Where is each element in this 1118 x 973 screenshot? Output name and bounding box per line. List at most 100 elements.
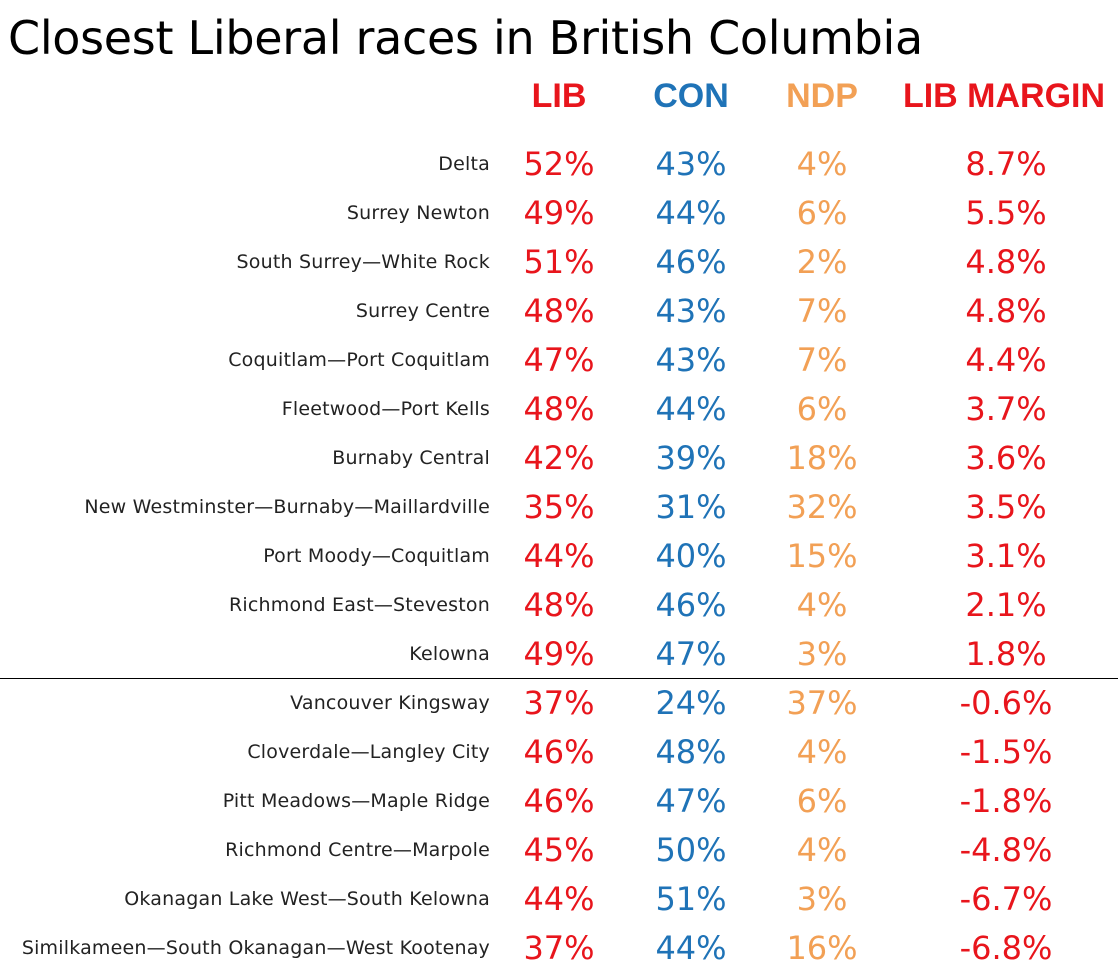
con-share: 47% [655,635,727,673]
con-share: 39% [655,439,727,477]
lib-share: 49% [523,194,595,232]
lib-margin: 1.8% [965,635,1047,673]
lib-margin: 3.1% [965,537,1047,575]
lib-margin: 5.5% [965,194,1047,232]
lib-margin: 4.8% [965,292,1047,330]
table-row: Vancouver Kingsway 37% 24% 37% -0.6% [0,679,1118,728]
table-row: Burnaby Central 42% 39% 18% 3.6% [0,434,1118,483]
con-share: 24% [655,684,727,722]
lib-share: 48% [523,292,595,330]
con-share: 44% [655,194,727,232]
con-share: 48% [655,733,727,771]
riding-name: South Surrey—White Rock [236,251,490,273]
riding-name: Similkameen—South Okanagan—West Kootenay [21,937,490,959]
table-row: Kelowna 49% 47% 3% 1.8% [0,630,1118,679]
lib-margin: 3.7% [965,390,1047,428]
table-row: Fleetwood—Port Kells 48% 44% 6% 3.7% [0,385,1118,434]
lib-share: 51% [523,243,595,281]
con-share: 40% [655,537,727,575]
lib-share: 44% [523,537,595,575]
table-row: Surrey Newton 49% 44% 6% 5.5% [0,189,1118,238]
ndp-share: 16% [786,929,858,967]
con-share: 46% [655,586,727,624]
con-share: 47% [655,782,727,820]
table-row: Okanagan Lake West—South Kelowna 44% 51% 3%… [0,875,1118,924]
header-ndp: NDP [786,77,858,115]
con-share: 43% [655,145,727,183]
ndp-share: 7% [796,341,848,379]
table-row: Similkameen—South Okanagan—West Kootenay… [0,924,1118,973]
riding-name: Coquitlam—Port Coquitlam [228,349,490,371]
ndp-share: 2% [796,243,848,281]
lib-margin: -4.8% [959,831,1053,869]
con-share: 44% [655,390,727,428]
lib-share: 46% [523,782,595,820]
table-row: New Westminster—Burnaby—Maillardville 35%… [0,483,1118,532]
lib-share: 46% [523,733,595,771]
lib-share: 44% [523,880,595,918]
lib-share: 48% [523,390,595,428]
win-loss-divider [0,678,1118,679]
lib-margin: -6.8% [959,929,1053,967]
ndp-share: 3% [796,880,848,918]
riding-name: Burnaby Central [332,447,490,469]
lib-share: 45% [523,831,595,869]
lib-margin: -0.6% [959,684,1053,722]
ndp-share: 6% [796,194,848,232]
ndp-share: 6% [796,782,848,820]
ndp-share: 37% [786,684,858,722]
ndp-share: 4% [796,145,848,183]
table-row: Coquitlam—Port Coquitlam 47% 43% 7% 4.4% [0,336,1118,385]
riding-name: Surrey Newton [346,202,490,224]
table-row: Surrey Centre 48% 43% 7% 4.8% [0,287,1118,336]
ndp-share: 18% [786,439,858,477]
con-share: 44% [655,929,727,967]
con-share: 43% [655,341,727,379]
riding-name: Okanagan Lake West—South Kelowna [124,888,490,910]
lib-share: 52% [523,145,595,183]
lib-margin: -1.8% [959,782,1053,820]
table-row: Delta 52% 43% 4% 8.7% [0,140,1118,189]
ndp-share: 4% [796,586,848,624]
header-lib: LIB [531,77,587,115]
con-share: 46% [655,243,727,281]
ndp-share: 15% [786,537,858,575]
ndp-share: 3% [796,635,848,673]
lib-share: 42% [523,439,595,477]
lib-share: 47% [523,341,595,379]
lib-share: 35% [523,488,595,526]
lib-margin: -6.7% [959,880,1053,918]
lib-margin: 3.6% [965,439,1047,477]
ndp-share: 7% [796,292,848,330]
header-con: CON [653,77,729,115]
riding-name: Delta [438,153,490,175]
table-row: Pitt Meadows—Maple Ridge 46% 47% 6% -1.8% [0,777,1118,826]
chart-title: Closest Liberal races in British Columbi… [8,11,923,65]
riding-name: Richmond Centre—Marpole [225,839,490,861]
riding-name: Fleetwood—Port Kells [281,398,490,420]
riding-name: Richmond East—Steveston [229,594,490,616]
con-share: 31% [655,488,727,526]
lib-margin: 2.1% [965,586,1047,624]
ndp-share: 4% [796,831,848,869]
table-row: Cloverdale—Langley City 46% 48% 4% -1.5% [0,728,1118,777]
con-share: 50% [655,831,727,869]
lib-share: 48% [523,586,595,624]
lib-margin: 3.5% [965,488,1047,526]
riding-name: Surrey Centre [355,300,490,322]
table-row: Richmond Centre—Marpole 45% 50% 4% -4.8% [0,826,1118,875]
table-row: Port Moody—Coquitlam 44% 40% 15% 3.1% [0,532,1118,581]
ndp-share: 4% [796,733,848,771]
ndp-share: 32% [786,488,858,526]
lib-margin: -1.5% [959,733,1053,771]
lib-margin: 4.4% [965,341,1047,379]
riding-name: Pitt Meadows—Maple Ridge [222,790,490,812]
lib-share: 49% [523,635,595,673]
lib-margin: 4.8% [965,243,1047,281]
riding-name: Cloverdale—Langley City [247,741,490,763]
lib-margin: 8.7% [965,145,1047,183]
con-share: 51% [655,880,727,918]
lib-share: 37% [523,684,595,722]
lib-share: 37% [523,929,595,967]
table-row: South Surrey—White Rock 51% 46% 2% 4.8% [0,238,1118,287]
